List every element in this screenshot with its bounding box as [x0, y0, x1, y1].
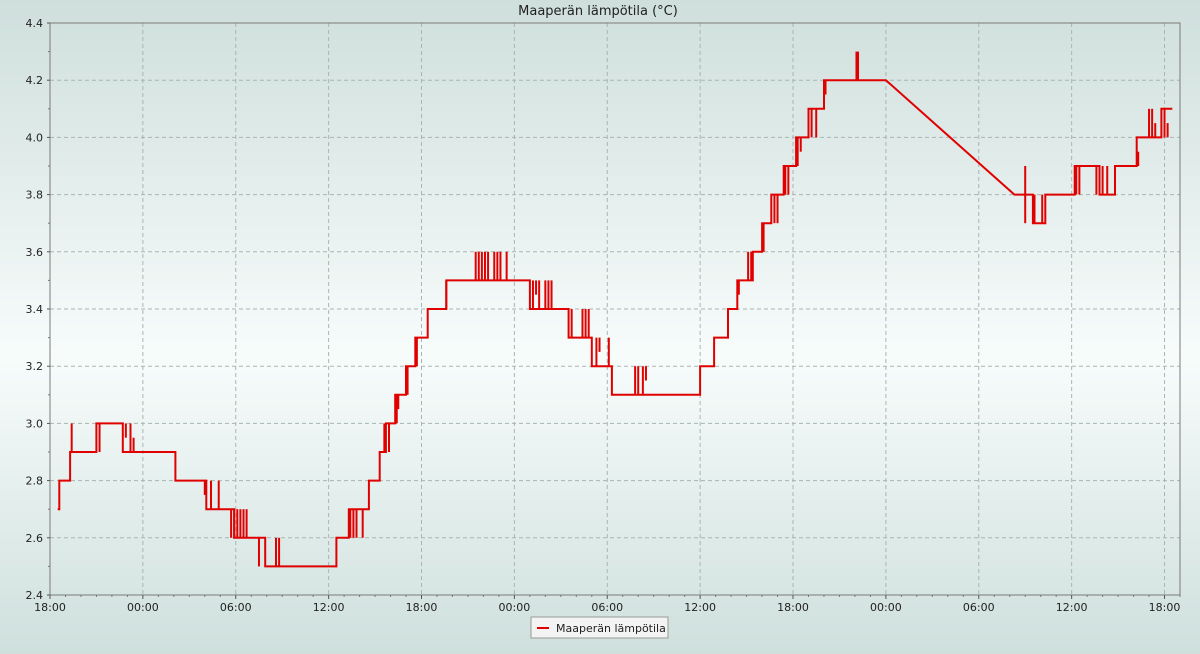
x-tick-label: 06:00: [591, 601, 623, 614]
series-layer: [57, 51, 1173, 568]
x-tick-label: 18:00: [34, 601, 66, 614]
y-tick-label: 2.8: [26, 475, 44, 488]
y-tick-label: 4.0: [26, 131, 44, 144]
x-tick-label: 00:00: [499, 601, 531, 614]
x-tick-label: 06:00: [220, 601, 252, 614]
legend-label: Maaperän lämpötila: [556, 622, 666, 635]
y-tick-label: 2.4: [26, 589, 44, 602]
x-tick-label: 12:00: [1056, 601, 1088, 614]
x-tick-label: 12:00: [313, 601, 345, 614]
x-axis: 18:00 00:00 06:00 12:00 18:00 00:00 06:00 12:00…: [34, 595, 1181, 614]
y-tick-label: 3.6: [26, 246, 44, 259]
y-tick-label: 3.8: [26, 189, 44, 202]
x-tick-label: 18:00: [406, 601, 438, 614]
legend-box: [530, 616, 669, 639]
y-tick-label: 3.2: [26, 360, 44, 373]
legend: Maaperän lämpötila: [530, 616, 669, 639]
x-tick-label: 18:00: [777, 601, 809, 614]
x-tick-label: 18:00: [1149, 601, 1181, 614]
x-tick-label: 00:00: [870, 601, 902, 614]
y-axis: 2.4 2.6 2.8 3.0 3.2 3.4 3.6 3.8 4.0 4.2 4.4: [26, 17, 50, 602]
y-tick-label: 2.6: [26, 532, 44, 545]
series-line: [57, 79, 1173, 568]
grid-lines: [50, 23, 1180, 595]
y-tick-label: 3.0: [26, 417, 44, 430]
x-tick-label: 00:00: [127, 601, 159, 614]
y-tick-label: 4.4: [26, 17, 44, 30]
y-tick-label: 3.4: [26, 303, 44, 316]
y-tick-label: 4.2: [26, 74, 44, 87]
x-tick-label: 06:00: [963, 601, 995, 614]
x-tick-label: 12:00: [684, 601, 716, 614]
chart-title: Maaperän lämpötila (°C): [518, 4, 678, 19]
